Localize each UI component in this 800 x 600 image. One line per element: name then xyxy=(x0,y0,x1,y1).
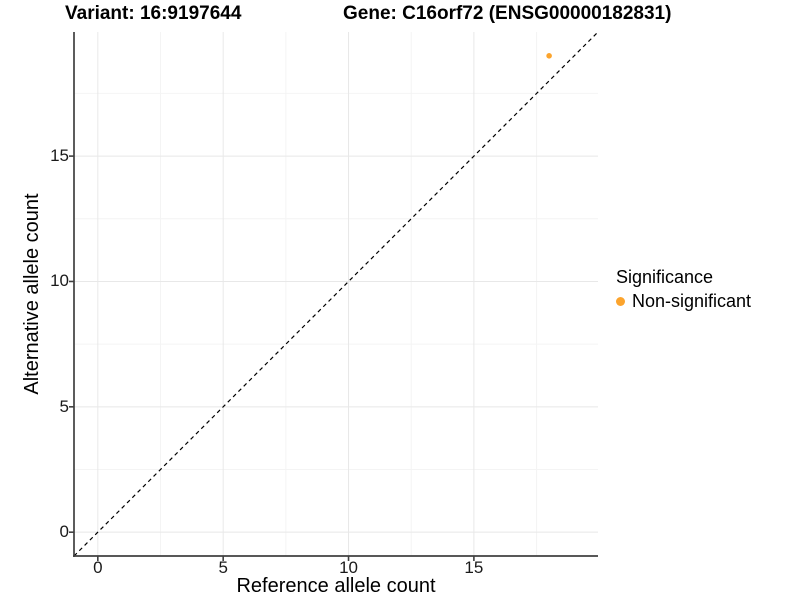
y-tick-label: 5 xyxy=(59,396,69,416)
data-point xyxy=(546,53,552,59)
y-tick-label: 0 xyxy=(59,522,69,542)
legend-entry-label: Non-significant xyxy=(632,291,752,311)
x-tick-label: 5 xyxy=(218,558,228,577)
x-axis-title: Reference allele count xyxy=(236,575,436,597)
identity-line xyxy=(73,31,599,557)
y-axis-title: Alternative allele count xyxy=(21,193,43,395)
y-tick-label: 10 xyxy=(50,271,69,291)
x-tick-label: 15 xyxy=(464,558,484,577)
y-tick-label: 15 xyxy=(50,146,69,166)
variant-title: Variant: 16:9197644 xyxy=(65,3,242,24)
legend-title: Significance xyxy=(616,267,714,287)
legend: Significance Non-significant xyxy=(616,266,751,312)
x-tick-label: 0 xyxy=(93,558,103,577)
legend-point-icon xyxy=(616,297,625,306)
x-tick-label: 10 xyxy=(339,558,358,577)
gene-title: Gene: C16orf72 (ENSG00000182831) xyxy=(343,3,672,24)
legend-entry: Non-significant xyxy=(616,291,751,312)
